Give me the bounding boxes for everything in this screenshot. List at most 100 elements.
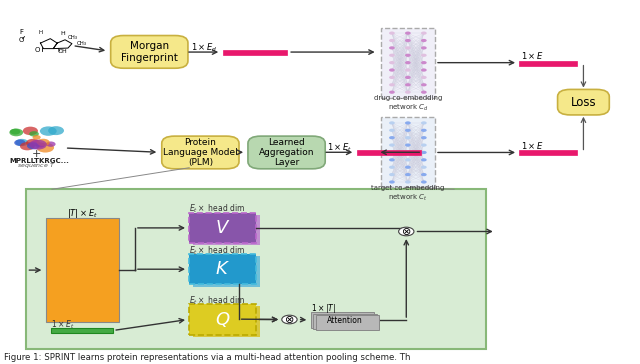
Circle shape	[405, 181, 411, 183]
Text: $1\times E_t$: $1\times E_t$	[326, 141, 352, 154]
Bar	[223, 50, 287, 55]
Bar	[357, 150, 421, 155]
Circle shape	[36, 143, 45, 148]
Circle shape	[36, 139, 50, 146]
Circle shape	[389, 181, 395, 183]
Text: F: F	[19, 29, 23, 35]
Bar	[189, 213, 256, 243]
Circle shape	[421, 181, 427, 183]
FancyBboxPatch shape	[111, 36, 188, 68]
Text: $1\times E$: $1\times E$	[520, 140, 543, 151]
Circle shape	[405, 173, 411, 176]
Bar	[313, 314, 377, 329]
Circle shape	[14, 139, 26, 146]
Bar	[381, 118, 435, 187]
Circle shape	[421, 83, 427, 86]
Text: drug co-embedding
network $C_d$: drug co-embedding network $C_d$	[374, 95, 442, 113]
Text: $1\times E$: $1\times E$	[520, 50, 543, 61]
Bar	[310, 313, 374, 328]
Circle shape	[405, 166, 411, 169]
Circle shape	[33, 135, 41, 140]
Text: Protein
Language Model
(PLM): Protein Language Model (PLM)	[163, 138, 237, 167]
Circle shape	[405, 121, 411, 124]
Text: Learned
Aggregation
Layer: Learned Aggregation Layer	[259, 138, 314, 167]
Circle shape	[405, 83, 411, 86]
Text: $E_t\times$ head dim: $E_t\times$ head dim	[189, 294, 245, 307]
Circle shape	[421, 129, 427, 132]
Circle shape	[421, 76, 427, 79]
Circle shape	[20, 142, 35, 150]
Circle shape	[405, 151, 411, 154]
Circle shape	[389, 151, 395, 154]
Bar	[193, 306, 260, 337]
Circle shape	[405, 39, 411, 42]
Text: OH: OH	[58, 49, 68, 54]
Circle shape	[421, 151, 427, 154]
Text: H: H	[38, 30, 42, 35]
Text: O: O	[19, 37, 24, 43]
Circle shape	[405, 143, 411, 147]
Circle shape	[405, 61, 411, 64]
Circle shape	[405, 46, 411, 50]
Text: $\otimes$: $\otimes$	[284, 314, 294, 325]
Bar	[189, 254, 256, 285]
Circle shape	[421, 46, 427, 50]
Circle shape	[389, 46, 395, 50]
Text: Figure 1: SPRINT learns protein representations via a multi-head attention pooli: Figure 1: SPRINT learns protein represen…	[4, 353, 411, 362]
Bar	[26, 189, 486, 349]
FancyBboxPatch shape	[162, 136, 239, 169]
Circle shape	[405, 158, 411, 162]
Bar	[316, 315, 380, 331]
Bar	[189, 304, 256, 335]
Circle shape	[389, 143, 395, 147]
Circle shape	[405, 76, 411, 79]
Circle shape	[421, 32, 427, 35]
Text: target co-embedding
network $C_t$: target co-embedding network $C_t$	[371, 185, 445, 203]
Circle shape	[27, 142, 40, 149]
Circle shape	[389, 158, 395, 162]
Bar	[519, 150, 577, 155]
Circle shape	[421, 173, 427, 176]
Circle shape	[421, 54, 427, 57]
Circle shape	[26, 139, 40, 147]
Text: $K$: $K$	[215, 260, 230, 278]
Circle shape	[389, 121, 395, 124]
Circle shape	[405, 91, 411, 94]
Circle shape	[40, 126, 57, 136]
Text: $V$: $V$	[215, 219, 230, 237]
Circle shape	[389, 91, 395, 94]
Bar	[381, 28, 435, 98]
Bar	[45, 218, 119, 322]
Text: H: H	[60, 31, 65, 36]
Text: Attention: Attention	[327, 316, 363, 325]
Bar	[193, 215, 260, 245]
Circle shape	[389, 129, 395, 132]
Text: sequence $T$: sequence $T$	[17, 162, 55, 170]
Circle shape	[46, 142, 56, 147]
Circle shape	[421, 166, 427, 169]
Circle shape	[29, 131, 39, 136]
Circle shape	[421, 136, 427, 139]
Circle shape	[389, 68, 395, 72]
Text: $1\times E_d$: $1\times E_d$	[191, 41, 217, 54]
Circle shape	[405, 136, 411, 139]
Text: Morgan
Fingerprint: Morgan Fingerprint	[121, 41, 178, 63]
Circle shape	[389, 173, 395, 176]
Circle shape	[48, 126, 64, 135]
Circle shape	[405, 32, 411, 35]
Text: $Q$: $Q$	[215, 310, 230, 329]
Text: $\otimes$: $\otimes$	[401, 226, 412, 237]
Bar	[193, 256, 260, 286]
Circle shape	[389, 61, 395, 64]
Circle shape	[421, 91, 427, 94]
Text: +: +	[31, 149, 41, 159]
Circle shape	[399, 227, 414, 236]
Text: $E_t\times$ head dim: $E_t\times$ head dim	[189, 203, 245, 215]
Circle shape	[421, 121, 427, 124]
Text: Loss: Loss	[571, 96, 596, 109]
Circle shape	[29, 140, 47, 150]
Text: MPRLLTKRGC...: MPRLLTKRGC...	[9, 158, 69, 163]
Text: $1\times E_t$: $1\times E_t$	[51, 319, 74, 331]
Circle shape	[36, 143, 45, 147]
Circle shape	[389, 54, 395, 57]
